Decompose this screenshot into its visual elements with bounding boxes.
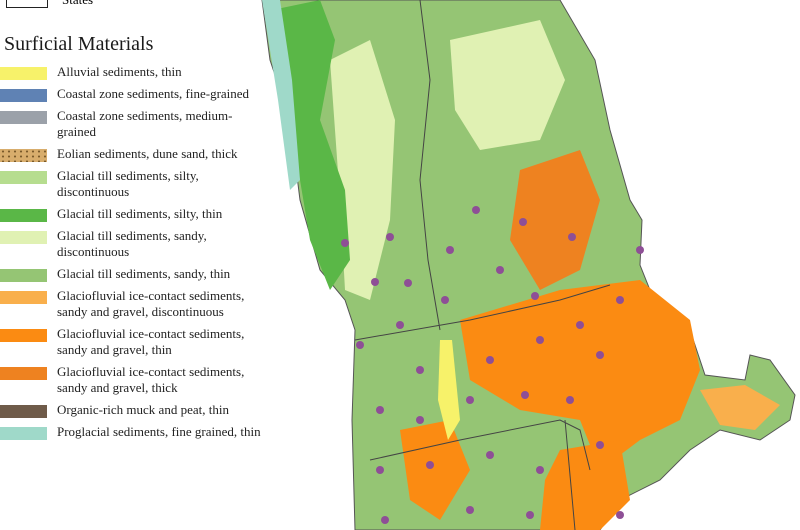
legend-swatch xyxy=(0,149,47,162)
legend-label: Glacial till sediments, silty, discontin… xyxy=(57,168,199,199)
glaciofluvial xyxy=(700,385,780,430)
legend-label: Glacial till sediments, silty, thin xyxy=(57,206,223,221)
legend-label: Glaciofluvial ice-contact sediments, san… xyxy=(57,288,245,319)
legend-label: Glacial till sediments, sandy, thin xyxy=(57,266,231,281)
legend-swatch xyxy=(0,111,47,124)
legend-swatch xyxy=(0,67,47,80)
legend-swatch xyxy=(0,89,47,102)
legend-items: Alluvial sediments, thin Coastal zone sed… xyxy=(0,64,267,446)
legend-item: Glaciofluvial ice-contact sediments, san… xyxy=(0,364,267,396)
legend-label: Proglacial sediments, fine grained, thin xyxy=(57,424,261,439)
legend-item: Alluvial sediments, thin xyxy=(0,64,267,80)
legend-item: Glacial till sediments, sandy, discontin… xyxy=(0,228,267,260)
legend-swatch xyxy=(0,269,47,282)
legend-item: Glacial till sediments, silty, thin xyxy=(0,206,267,222)
state-lines xyxy=(354,0,611,530)
legend-label: Alluvial sediments, thin xyxy=(57,64,182,79)
legend-label: Coastal zone sediments, medium-grained xyxy=(57,108,233,139)
legend-swatch xyxy=(0,231,47,244)
legend-item: Organic-rich muck and peat, thin xyxy=(0,402,267,418)
legend-label: Coastal zone sediments, fine-grained xyxy=(57,86,250,101)
legend-title: Surficial Materials xyxy=(4,33,154,55)
legend-label: Eolian sediments, dune sand, thick xyxy=(57,146,238,161)
sandy-discontinuous xyxy=(450,20,565,150)
legend-label: Glaciofluvial ice-contact sediments, san… xyxy=(57,326,245,357)
glaciofluvial xyxy=(400,420,470,520)
legend-label: Glacial till sediments, sandy, discontin… xyxy=(57,228,207,259)
sample-sites xyxy=(341,206,644,524)
legend: States Surficial Materials Alluvial sedi… xyxy=(0,0,275,530)
states-label: States xyxy=(62,0,93,8)
legend-swatch xyxy=(0,209,47,222)
legend-item: Glaciofluvial ice-contact sediments, san… xyxy=(0,288,267,320)
legend-item: Coastal zone sediments, medium-grained xyxy=(0,108,267,140)
legend-swatch xyxy=(0,367,47,380)
legend-swatch xyxy=(0,291,47,304)
legend-swatch xyxy=(0,171,47,184)
state-swatch xyxy=(6,0,48,8)
legend-item: Proglacial sediments, fine grained, thin xyxy=(0,424,267,440)
legend-item: Eolian sediments, dune sand, thick xyxy=(0,146,267,162)
glaciofluvial xyxy=(510,150,600,290)
glaciofluvial xyxy=(540,440,630,530)
legend-label: Glaciofluvial ice-contact sediments, san… xyxy=(57,364,245,395)
legend-item: Glacial till sediments, silty, discontin… xyxy=(0,168,267,200)
legend-item: Glaciofluvial ice-contact sediments, san… xyxy=(0,326,267,358)
legend-swatch xyxy=(0,427,47,440)
states-key: States xyxy=(6,0,93,8)
legend-label: Organic-rich muck and peat, thin xyxy=(57,402,229,417)
legend-item: Coastal zone sediments, fine-grained xyxy=(0,86,267,102)
legend-swatch xyxy=(0,329,47,342)
legend-swatch xyxy=(0,405,47,418)
alluvial xyxy=(438,340,460,440)
glaciofluvial xyxy=(460,280,700,470)
legend-item: Glacial till sediments, sandy, thin xyxy=(0,266,267,282)
proglacial xyxy=(262,0,300,190)
silty-thin xyxy=(272,0,350,290)
